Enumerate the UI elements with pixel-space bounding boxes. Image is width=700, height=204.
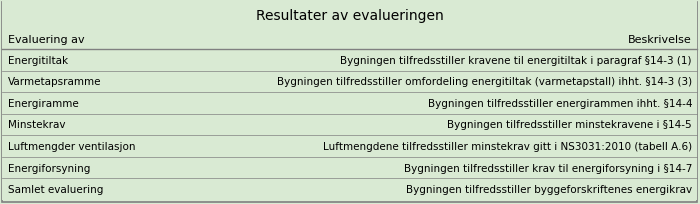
FancyBboxPatch shape <box>2 3 697 202</box>
Text: Minstekrav: Minstekrav <box>8 120 66 130</box>
Text: Varmetapsramme: Varmetapsramme <box>8 77 101 87</box>
FancyBboxPatch shape <box>2 178 697 200</box>
FancyBboxPatch shape <box>2 30 697 50</box>
Text: Bygningen tilfredsstiller omfordeling energitiltak (varmetapstall) ihht. §14-3 (: Bygningen tilfredsstiller omfordeling en… <box>277 77 692 87</box>
FancyBboxPatch shape <box>2 157 697 178</box>
Text: Evaluering av: Evaluering av <box>8 35 85 45</box>
Text: Bygningen tilfredsstiller minstekravene i §14-5: Bygningen tilfredsstiller minstekravene … <box>447 120 692 130</box>
Text: Bygningen tilfredsstiller kravene til energitiltak i paragraf §14-3 (1): Bygningen tilfredsstiller kravene til en… <box>340 55 692 65</box>
Text: Luftmengdene tilfredsstiller minstekrav gitt i NS3031:2010 (tabell A.6): Luftmengdene tilfredsstiller minstekrav … <box>323 141 692 151</box>
Text: Energiforsyning: Energiforsyning <box>8 163 90 173</box>
FancyBboxPatch shape <box>2 71 697 93</box>
Text: Bygningen tilfredsstiller byggeforskriftenes energikrav: Bygningen tilfredsstiller byggeforskrift… <box>406 184 692 194</box>
Text: Energitiltak: Energitiltak <box>8 55 68 65</box>
FancyBboxPatch shape <box>2 93 697 114</box>
Text: Bygningen tilfredsstiller energirammen ihht. §14-4: Bygningen tilfredsstiller energirammen i… <box>428 99 692 108</box>
Text: Luftmengder ventilasjon: Luftmengder ventilasjon <box>8 141 136 151</box>
Text: Samlet evaluering: Samlet evaluering <box>8 184 104 194</box>
Text: Bygningen tilfredsstiller krav til energiforsyning i §14-7: Bygningen tilfredsstiller krav til energ… <box>404 163 692 173</box>
FancyBboxPatch shape <box>2 2 697 30</box>
FancyBboxPatch shape <box>2 114 697 136</box>
FancyBboxPatch shape <box>2 50 697 71</box>
FancyBboxPatch shape <box>2 136 697 157</box>
Text: Beskrivelse: Beskrivelse <box>629 35 692 45</box>
Text: Energiramme: Energiramme <box>8 99 78 108</box>
Text: Resultater av evalueringen: Resultater av evalueringen <box>256 9 444 23</box>
